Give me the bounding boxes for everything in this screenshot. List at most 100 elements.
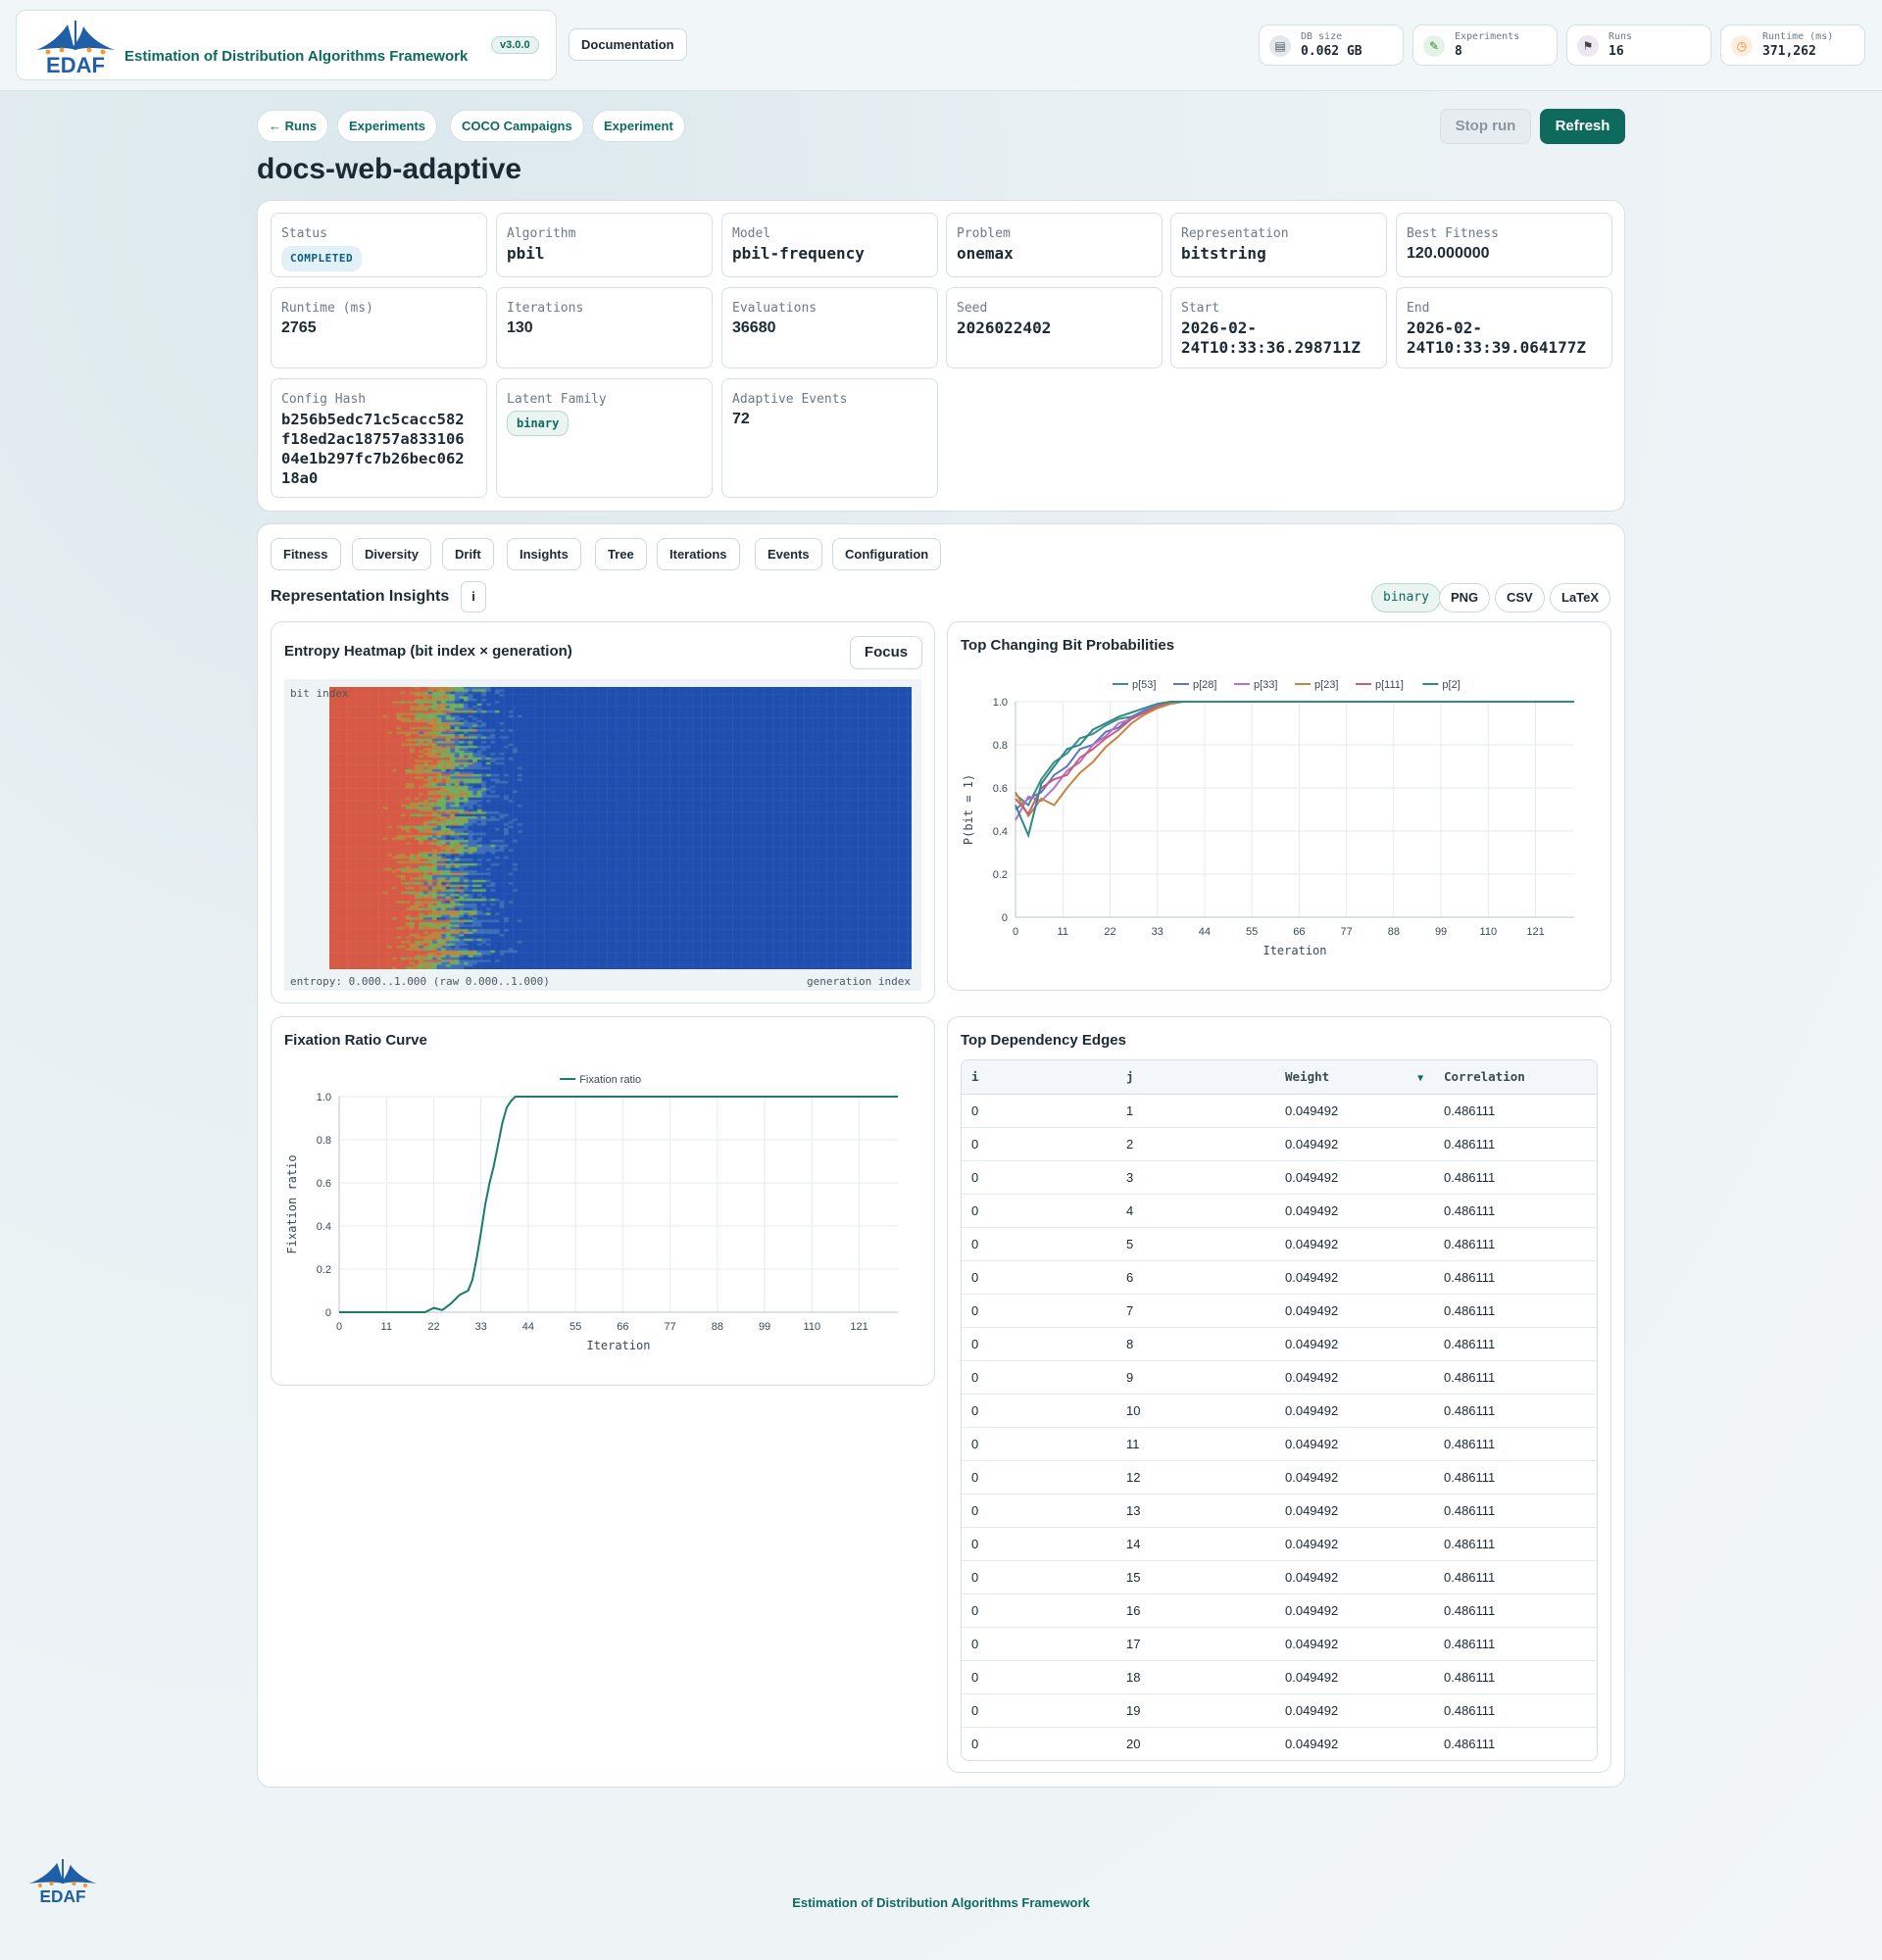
table-cell: 0 xyxy=(962,1593,1116,1628)
table-row[interactable]: 0 4 0.049492 0.486111 xyxy=(962,1194,1597,1228)
table-row[interactable]: 0 14 0.049492 0.486111 xyxy=(962,1527,1597,1561)
table-row[interactable]: 0 9 0.049492 0.486111 xyxy=(962,1360,1597,1395)
table-cell: 0.049492 xyxy=(1275,1494,1434,1528)
table-cell: 0.486111 xyxy=(1434,1360,1597,1395)
table-cell: 0 xyxy=(962,1527,1116,1561)
table-cell: 0 xyxy=(962,1260,1116,1295)
heatmap-y-label: bit index xyxy=(290,687,349,700)
tab-configuration[interactable]: Configuration xyxy=(832,538,942,570)
table-row[interactable]: 0 13 0.049492 0.486111 xyxy=(962,1494,1597,1528)
export-csv-button[interactable]: CSV xyxy=(1495,583,1545,612)
bit-prob-title: Top Changing Bit Probabilities xyxy=(961,637,1175,654)
table-row[interactable]: 0 8 0.049492 0.486111 xyxy=(962,1327,1597,1361)
table-row[interactable]: 0 17 0.049492 0.486111 xyxy=(962,1627,1597,1661)
table-cell: 0 xyxy=(962,1294,1116,1328)
col-header-i[interactable]: i xyxy=(962,1060,1116,1095)
representation-cell: Representation bitstring xyxy=(1170,213,1387,277)
export-latex-button[interactable]: LaTeX xyxy=(1550,583,1611,612)
table-cell: 0.049492 xyxy=(1275,1693,1434,1728)
table-cell: 0 xyxy=(962,1560,1116,1594)
legend-label: p[53] xyxy=(1132,679,1156,691)
table-row[interactable]: 0 19 0.049492 0.486111 xyxy=(962,1693,1597,1728)
table-cell: 0 xyxy=(962,1127,1116,1161)
table-row[interactable]: 0 15 0.049492 0.486111 xyxy=(962,1560,1597,1594)
adaptive-events-cell: Adaptive Events 72 xyxy=(721,378,938,498)
series-line-p33 xyxy=(1015,701,1574,821)
table-cell: 0.049492 xyxy=(1275,1460,1434,1494)
table-cell: 0.049492 xyxy=(1275,1260,1434,1295)
experiment-link[interactable]: Experiment xyxy=(592,110,685,142)
documentation-button[interactable]: Documentation xyxy=(569,28,687,61)
section-title: Representation Insights xyxy=(271,588,450,605)
footer-text[interactable]: Estimation of Distribution Algorithms Fr… xyxy=(792,1895,1090,1910)
table-cell: 8 xyxy=(1116,1327,1275,1361)
tab-iterations[interactable]: Iterations xyxy=(657,538,740,570)
y-tick-label: 0.8 xyxy=(317,1135,331,1147)
tab-drift[interactable]: Drift xyxy=(442,538,494,570)
app-title: Estimation of Distribution Algorithms Fr… xyxy=(124,48,469,65)
tab-insights[interactable]: Insights xyxy=(507,538,581,570)
legend-label: Fixation ratio xyxy=(579,1074,641,1086)
table-cell: 0.486111 xyxy=(1434,1160,1597,1195)
col-header-j[interactable]: j xyxy=(1116,1060,1275,1095)
tab-tree[interactable]: Tree xyxy=(595,538,647,570)
table-row[interactable]: 0 2 0.049492 0.486111 xyxy=(962,1127,1597,1161)
col-header-weight[interactable]: Weight ▼ xyxy=(1275,1060,1434,1095)
export-png-button[interactable]: PNG xyxy=(1439,583,1491,612)
series-line-p2 xyxy=(1015,701,1574,839)
table-cell: 3 xyxy=(1116,1160,1275,1195)
back-to-runs-link[interactable]: ← Runs xyxy=(257,110,329,142)
y-tick-label: 0.8 xyxy=(993,740,1008,752)
table-cell: 0.486111 xyxy=(1434,1527,1597,1561)
table-row[interactable]: 0 11 0.049492 0.486111 xyxy=(962,1427,1597,1461)
table-row[interactable]: 0 1 0.049492 0.486111 xyxy=(962,1094,1597,1128)
end-cell: End 2026-02- 24T10:33:39.064177Z xyxy=(1396,287,1612,368)
checkered-flag-icon: ⚑ xyxy=(1577,35,1599,57)
stop-run-button[interactable]: Stop run xyxy=(1440,109,1531,144)
fixation-title: Fixation Ratio Curve xyxy=(284,1032,427,1049)
table-row[interactable]: 0 7 0.049492 0.486111 xyxy=(962,1294,1597,1328)
svg-text:EDAF: EDAF xyxy=(46,53,105,75)
x-tick-label: 0 xyxy=(1013,926,1018,938)
x-tick-label: 55 xyxy=(1246,926,1258,938)
legend-label: p[111] xyxy=(1375,679,1404,691)
tab-fitness[interactable]: Fitness xyxy=(271,538,341,570)
table-row[interactable]: 0 10 0.049492 0.486111 xyxy=(962,1394,1597,1428)
table-cell: 0 xyxy=(962,1227,1116,1261)
tab-events[interactable]: Events xyxy=(755,538,822,570)
table-cell: 0 xyxy=(962,1360,1116,1395)
legend-label: p[33] xyxy=(1254,679,1277,691)
x-tick-label: 88 xyxy=(712,1321,723,1333)
table-row[interactable]: 0 20 0.049492 0.486111 xyxy=(962,1727,1597,1760)
table-row[interactable]: 0 3 0.049492 0.486111 xyxy=(962,1160,1597,1195)
table-cell: 0 xyxy=(962,1160,1116,1195)
bit-prob-panel xyxy=(947,621,1611,991)
refresh-button[interactable]: Refresh xyxy=(1540,109,1625,144)
table-cell: 0.486111 xyxy=(1434,1294,1597,1328)
focus-button[interactable]: Focus xyxy=(850,636,922,669)
heatmap-x-label: generation index xyxy=(807,975,911,988)
brand-card[interactable]: EDAF Estimation of Distribution Algorith… xyxy=(16,10,557,80)
table-row[interactable]: 0 12 0.049492 0.486111 xyxy=(962,1460,1597,1494)
series-line-p111 xyxy=(1015,701,1574,816)
table-row[interactable]: 0 16 0.049492 0.486111 xyxy=(962,1593,1597,1628)
table-cell: 12 xyxy=(1116,1460,1275,1494)
experiments-link[interactable]: Experiments xyxy=(337,110,438,142)
algorithm-cell: Algorithm pbil xyxy=(496,213,713,277)
table-cell: 0.049492 xyxy=(1275,1360,1434,1395)
table-cell: 0.486111 xyxy=(1434,1593,1597,1628)
table-cell: 0.486111 xyxy=(1434,1494,1597,1528)
info-button[interactable]: i xyxy=(461,581,486,612)
x-tick-label: 55 xyxy=(570,1321,581,1333)
coco-campaigns-link[interactable]: COCO Campaigns xyxy=(450,110,584,142)
table-row[interactable]: 0 6 0.049492 0.486111 xyxy=(962,1260,1597,1295)
entropy-heatmap[interactable] xyxy=(329,687,912,969)
tab-diversity[interactable]: Diversity xyxy=(352,538,431,570)
x-tick-label: 110 xyxy=(1480,926,1498,938)
table-row[interactable]: 0 5 0.049492 0.486111 xyxy=(962,1227,1597,1261)
table-row[interactable]: 0 18 0.049492 0.486111 xyxy=(962,1660,1597,1694)
table-cell: 0.486111 xyxy=(1434,1627,1597,1661)
experiments-stat: ✎ Experiments 8 xyxy=(1412,24,1558,66)
col-header-correlation[interactable]: Correlation xyxy=(1434,1060,1597,1095)
table-cell: 0.486111 xyxy=(1434,1693,1597,1728)
